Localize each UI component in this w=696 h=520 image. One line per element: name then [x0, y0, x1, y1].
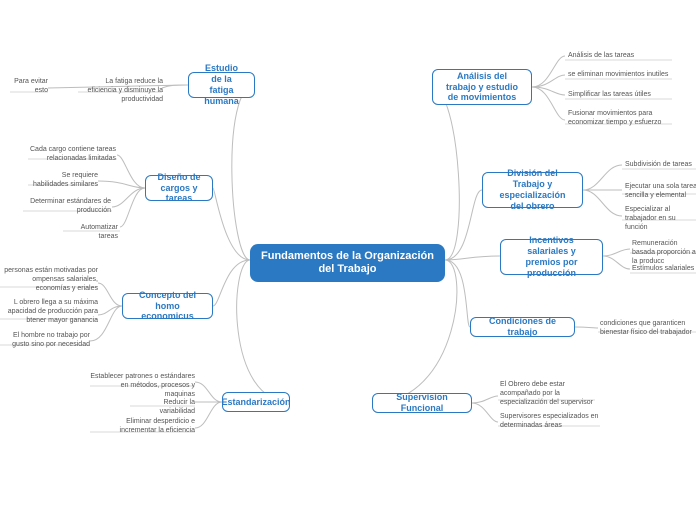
- branch-estandar-label: Estandarización: [221, 397, 290, 408]
- branch-incentivos[interactable]: Incentivos salariales y premios por prod…: [500, 239, 603, 275]
- leaf-diseno1: Cada cargo contiene tareas relacionadas …: [28, 146, 116, 164]
- leaf-sup2: Supervisores especializados en determina…: [500, 413, 600, 431]
- leaf-cond1: condiciones que garanticen bienestar fís…: [600, 320, 696, 338]
- branch-estudio-label: Estudio de la fatiga humana: [199, 63, 244, 106]
- branch-division[interactable]: División del Trabajo y especialización d…: [482, 172, 583, 208]
- branch-division-label: División del Trabajo y especialización d…: [493, 168, 572, 211]
- branch-condiciones[interactable]: Condiciones de trabajo: [470, 317, 575, 337]
- root-node[interactable]: Fundamentos de la Organización del Traba…: [250, 244, 445, 282]
- branch-analisis-label: Análisis del trabajo y estudio de movimi…: [443, 71, 521, 103]
- branch-diseno-label: Diseño de cargos y tareas: [156, 172, 202, 204]
- branch-estudio[interactable]: Estudio de la fatiga humana: [188, 72, 255, 98]
- leaf-ana2: se eliminan movimientos inutiles: [568, 71, 673, 80]
- leaf-inc2: Estímulos salariales: [632, 265, 696, 274]
- leaf-estudio2: La fatiga reduce la eficiencia y disminu…: [78, 78, 163, 104]
- branch-condic-label: Condiciones de trabajo: [481, 316, 564, 338]
- leaf-ana3: Simplificar las tareas útiles: [568, 91, 673, 100]
- leaf-homo2: L obrero llega a su máxima apacidad de p…: [0, 299, 98, 325]
- branch-incentivos-label: Incentivos salariales y premios por prod…: [511, 235, 592, 278]
- leaf-homo3: El hombre no trabajo por gusto sino por …: [0, 332, 90, 350]
- branch-homo-label: Concepto del homo economicus: [133, 290, 202, 322]
- leaf-sup1: El Obrero debe estar acompañado por la e…: [500, 381, 600, 407]
- leaf-est3: Eliminar desperdicio e incrementar la ef…: [90, 418, 195, 436]
- leaf-ana4: Fusionar movimientos para economizar tie…: [568, 110, 678, 128]
- leaf-inc1: Remuneración basada proporción a la prod…: [632, 240, 696, 266]
- leaf-diseno4: Automatizar tareas: [63, 224, 118, 242]
- leaf-est2: Reducir la variabilidad: [130, 399, 195, 417]
- leaf-ana1: Análisis de las tareas: [568, 52, 673, 61]
- root-label: Fundamentos de la Organización del Traba…: [260, 250, 435, 276]
- branch-supervision[interactable]: Supervision Funcional: [372, 393, 472, 413]
- leaf-div1: Subdivisión de tareas: [625, 161, 696, 170]
- leaf-diseno3: Determinar estándares de producción: [23, 198, 111, 216]
- leaf-estudio1: Para evitar esto: [10, 78, 48, 96]
- branch-diseno[interactable]: Diseño de cargos y tareas: [145, 175, 213, 201]
- leaf-div3: Especializar al trabajador en su función: [625, 206, 696, 232]
- leaf-div2: Ejecutar una sola tarea sencilla y eleme…: [625, 183, 696, 201]
- branch-homo[interactable]: Concepto del homo economicus: [122, 293, 213, 319]
- branch-superv-label: Supervision Funcional: [383, 392, 461, 414]
- branch-estandar[interactable]: Estandarización: [222, 392, 290, 412]
- leaf-diseno2: Se requiere habilidades similares: [28, 172, 98, 190]
- leaf-homo1: personas están motivadas por ompensas sa…: [0, 267, 98, 293]
- branch-analisis[interactable]: Análisis del trabajo y estudio de movimi…: [432, 69, 532, 105]
- leaf-est1: Establecer patrones o estándares en méto…: [90, 373, 195, 399]
